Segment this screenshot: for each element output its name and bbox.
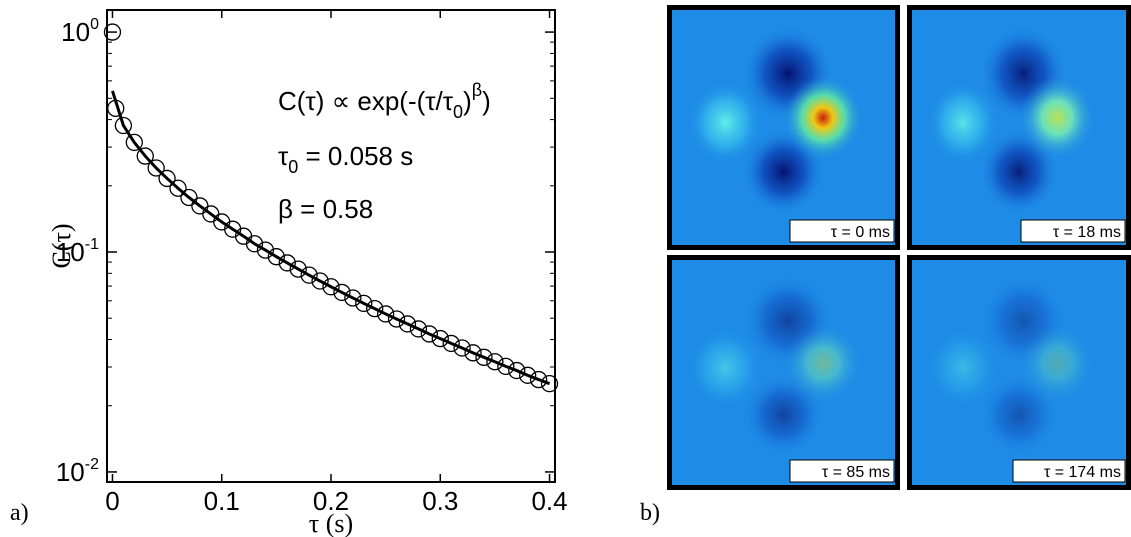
x-tick-label: 0 [105,486,119,516]
heatmap-image: τ = 18 ms [907,5,1131,250]
image-label-box [789,219,895,243]
panel-label: b) [640,500,660,526]
data-point [387,310,406,328]
data-point [464,344,482,362]
y-tick-base: 10 [61,17,90,47]
data-point [256,241,275,259]
image-frame [667,255,900,490]
data-point [453,339,471,357]
heatmap-blob [1018,323,1096,404]
panel-label: a) [10,500,29,526]
data-point [245,235,264,253]
x-tick-label: 0.4 [531,486,567,516]
data-point [497,357,515,376]
annotation-text: ) [482,86,491,116]
data-point [442,334,460,353]
data-point [486,353,504,371]
annotation-text: τ [278,141,289,171]
data-point [519,366,537,384]
data-point [322,278,340,296]
image-frame [907,255,1131,490]
y-tick-label: 100 [61,16,99,47]
heatmap-blob [783,323,863,404]
annotation-subscript: 0 [453,102,463,122]
data-point [540,375,559,393]
image-label-box [1020,219,1126,243]
data-point [278,254,296,272]
data-point [508,361,526,380]
plot-frame [106,9,556,483]
data-point [158,169,176,188]
heatmap-blob [783,76,863,160]
y-tick-exponent: -2 [85,456,99,473]
heatmap-blob [1018,76,1096,160]
data-point [376,305,395,323]
data-point [103,23,122,41]
data-point [475,348,493,366]
y-axis-label: C(τ) [47,223,76,268]
data-point [431,329,449,348]
data-point [333,283,351,302]
annotation-text: ) [463,86,472,116]
data-point [136,147,154,165]
annotation-subscript: 0 [288,157,298,177]
image-label: τ = 18 ms [1053,224,1121,241]
data-point [355,294,373,313]
heatmap-blob [687,327,763,408]
y-tick-exponent: -1 [85,236,99,253]
annotation-text: = 0.058 s [298,141,413,171]
y-tick-exponent: 0 [90,16,99,33]
data-point [169,179,187,197]
x-tick-label: 0.2 [313,486,349,516]
image-label: τ = 85 ms [822,464,890,481]
image-frame [667,5,900,250]
annotation-text: β = 0.58 [278,194,373,224]
y-tick-label: 10-1 [56,236,99,267]
data-point [289,260,307,278]
annotation-superscript: β [472,80,482,100]
x-tick-label: 0.3 [422,486,458,516]
image-frame [907,5,1131,250]
data-point [311,272,329,290]
image-label: τ = 0 ms [831,224,890,241]
data-point [344,289,362,307]
annotation: β = 0.58 [278,194,373,224]
heatmap-image: τ = 85 ms [667,255,900,490]
heatmap-image: τ = 0 ms [667,5,900,250]
data-point [420,325,438,343]
data-point [300,266,318,284]
annotation: τ0 = 0.058 s [278,141,413,177]
heatmap-blob [687,80,763,165]
image-label: τ = 174 ms [1044,464,1121,481]
heatmap-image: τ = 174 ms [907,255,1131,490]
x-tick-label: 0.1 [204,486,240,516]
y-tick-base: 10 [56,457,85,487]
annotation: C(τ) ∝ exp(-(τ/τ0)β) [278,80,491,122]
data-point [409,320,428,338]
data-point [114,116,133,135]
heatmap-blob [927,80,999,165]
image-label-box [789,459,895,483]
image-label-box [1012,459,1126,483]
y-tick-base: 10 [56,237,85,267]
data-point [529,370,548,389]
data-point [147,159,165,177]
fit-line [111,90,551,386]
data-point [267,248,286,266]
data-point [180,188,198,207]
data-point [398,315,417,333]
data-point [125,133,143,152]
annotation-text: C(τ) ∝ exp(-(τ/τ [278,86,454,116]
y-tick-label: 10-2 [56,456,99,487]
x-axis-label: τ (s) [309,509,353,537]
heatmap-blob [927,327,999,408]
data-point [366,299,384,318]
